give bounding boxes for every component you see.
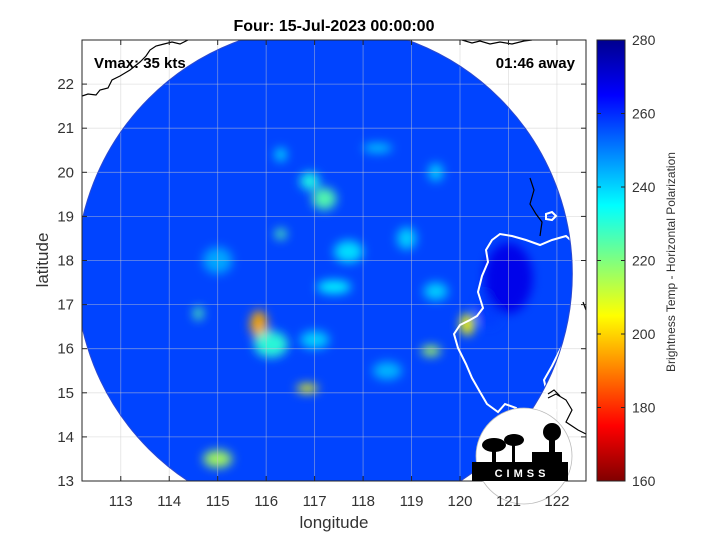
cimss-logo: CIMSS bbox=[472, 407, 573, 505]
x-tick-label: 116 bbox=[254, 493, 278, 510]
convection-blob bbox=[300, 172, 320, 190]
y-tick-label: 21 bbox=[57, 120, 74, 137]
plot-area bbox=[82, 40, 586, 481]
swath-edge bbox=[82, 40, 573, 481]
colorbar-tick-label: 160 bbox=[632, 473, 656, 489]
colorbar-label: Brightness Temp - Horizontal Polarizatio… bbox=[664, 152, 678, 372]
convection-blob bbox=[421, 345, 441, 357]
small-island bbox=[547, 389, 561, 397]
colorbar-tick-label: 200 bbox=[632, 326, 656, 342]
y-tick-label: 14 bbox=[57, 429, 74, 446]
convection-blob bbox=[363, 143, 393, 153]
logo-dish-right-base bbox=[512, 444, 515, 462]
logo-dish-left-base bbox=[492, 448, 496, 462]
x-tick-label: 122 bbox=[544, 493, 569, 510]
logo-dish-left bbox=[482, 438, 506, 452]
china-coastline bbox=[82, 40, 189, 97]
convection-blob bbox=[250, 310, 268, 339]
colorbar-tick-label: 240 bbox=[632, 179, 656, 195]
x-tick-label: 119 bbox=[400, 493, 424, 510]
logo-dish-right bbox=[504, 434, 524, 446]
colorbar-tick-label: 180 bbox=[632, 400, 656, 416]
y-tick-label: 13 bbox=[57, 473, 74, 490]
convection-blob bbox=[397, 227, 417, 250]
x-tick-label: 113 bbox=[109, 493, 133, 510]
convection-blob bbox=[317, 280, 351, 294]
luzon-south-coast bbox=[547, 393, 586, 435]
logo-bar bbox=[472, 462, 568, 481]
colorbar-tick-label: 260 bbox=[632, 106, 656, 122]
swath-disk bbox=[82, 40, 573, 481]
logo-tower bbox=[549, 440, 555, 462]
logo-tower-top bbox=[543, 423, 561, 441]
grid-layer bbox=[82, 40, 586, 481]
chart-title: Four: 15-Jul-2023 00:00:00 bbox=[234, 18, 435, 35]
tick-marks bbox=[82, 40, 586, 482]
colorbar-tick-label: 280 bbox=[632, 32, 656, 48]
logo-building bbox=[532, 452, 562, 462]
x-tick-labels: 113 114 115 116 117 118 119 120 121 122 bbox=[109, 493, 570, 510]
x-tick-label: 120 bbox=[447, 493, 472, 510]
convection-blob bbox=[372, 361, 402, 380]
y-tick-label: 19 bbox=[57, 208, 74, 225]
y-tick-labels: 13 14 15 16 17 18 19 20 21 22 bbox=[57, 76, 74, 490]
convection-blob bbox=[423, 282, 448, 301]
outer-coastline-group bbox=[82, 40, 586, 435]
y-tick-label: 20 bbox=[57, 164, 74, 181]
convection-blob bbox=[254, 331, 288, 358]
time-away-annotation: 01:46 away bbox=[496, 55, 576, 72]
colorbar-ticks: 160 180 200 220 240 260 280 bbox=[597, 32, 656, 489]
convection-blob bbox=[274, 228, 287, 240]
y-tick-label: 17 bbox=[57, 297, 74, 314]
island-coastline bbox=[545, 210, 558, 222]
y-axis-label: latitude bbox=[33, 233, 52, 288]
colorbar-tick-label: 220 bbox=[632, 253, 656, 269]
convection-blob bbox=[274, 148, 287, 162]
x-axis-label: longitude bbox=[299, 513, 368, 532]
logo-text: CIMSS bbox=[495, 468, 550, 480]
x-tick-label: 115 bbox=[206, 493, 230, 510]
y-tick-label: 18 bbox=[57, 253, 74, 270]
feature-layer bbox=[193, 143, 533, 468]
swath-group bbox=[82, 40, 573, 481]
luzon-north-coast bbox=[529, 177, 543, 237]
y-tick-label: 16 bbox=[57, 341, 74, 358]
x-tick-label: 114 bbox=[157, 493, 181, 510]
x-tick-label: 121 bbox=[496, 493, 521, 510]
convection-blob bbox=[312, 187, 337, 210]
vmax-annotation: Vmax: 35 kts bbox=[94, 55, 186, 72]
x-tick-label: 118 bbox=[351, 493, 375, 510]
convection-blob bbox=[296, 383, 319, 393]
taiwan-coastline bbox=[461, 40, 533, 45]
y-tick-label: 15 bbox=[57, 385, 74, 402]
colorbar bbox=[596, 39, 626, 482]
convection-blob bbox=[193, 306, 204, 321]
x-tick-label: 117 bbox=[303, 493, 327, 510]
convection-blob bbox=[334, 240, 364, 263]
y-tick-label: 22 bbox=[57, 76, 74, 93]
